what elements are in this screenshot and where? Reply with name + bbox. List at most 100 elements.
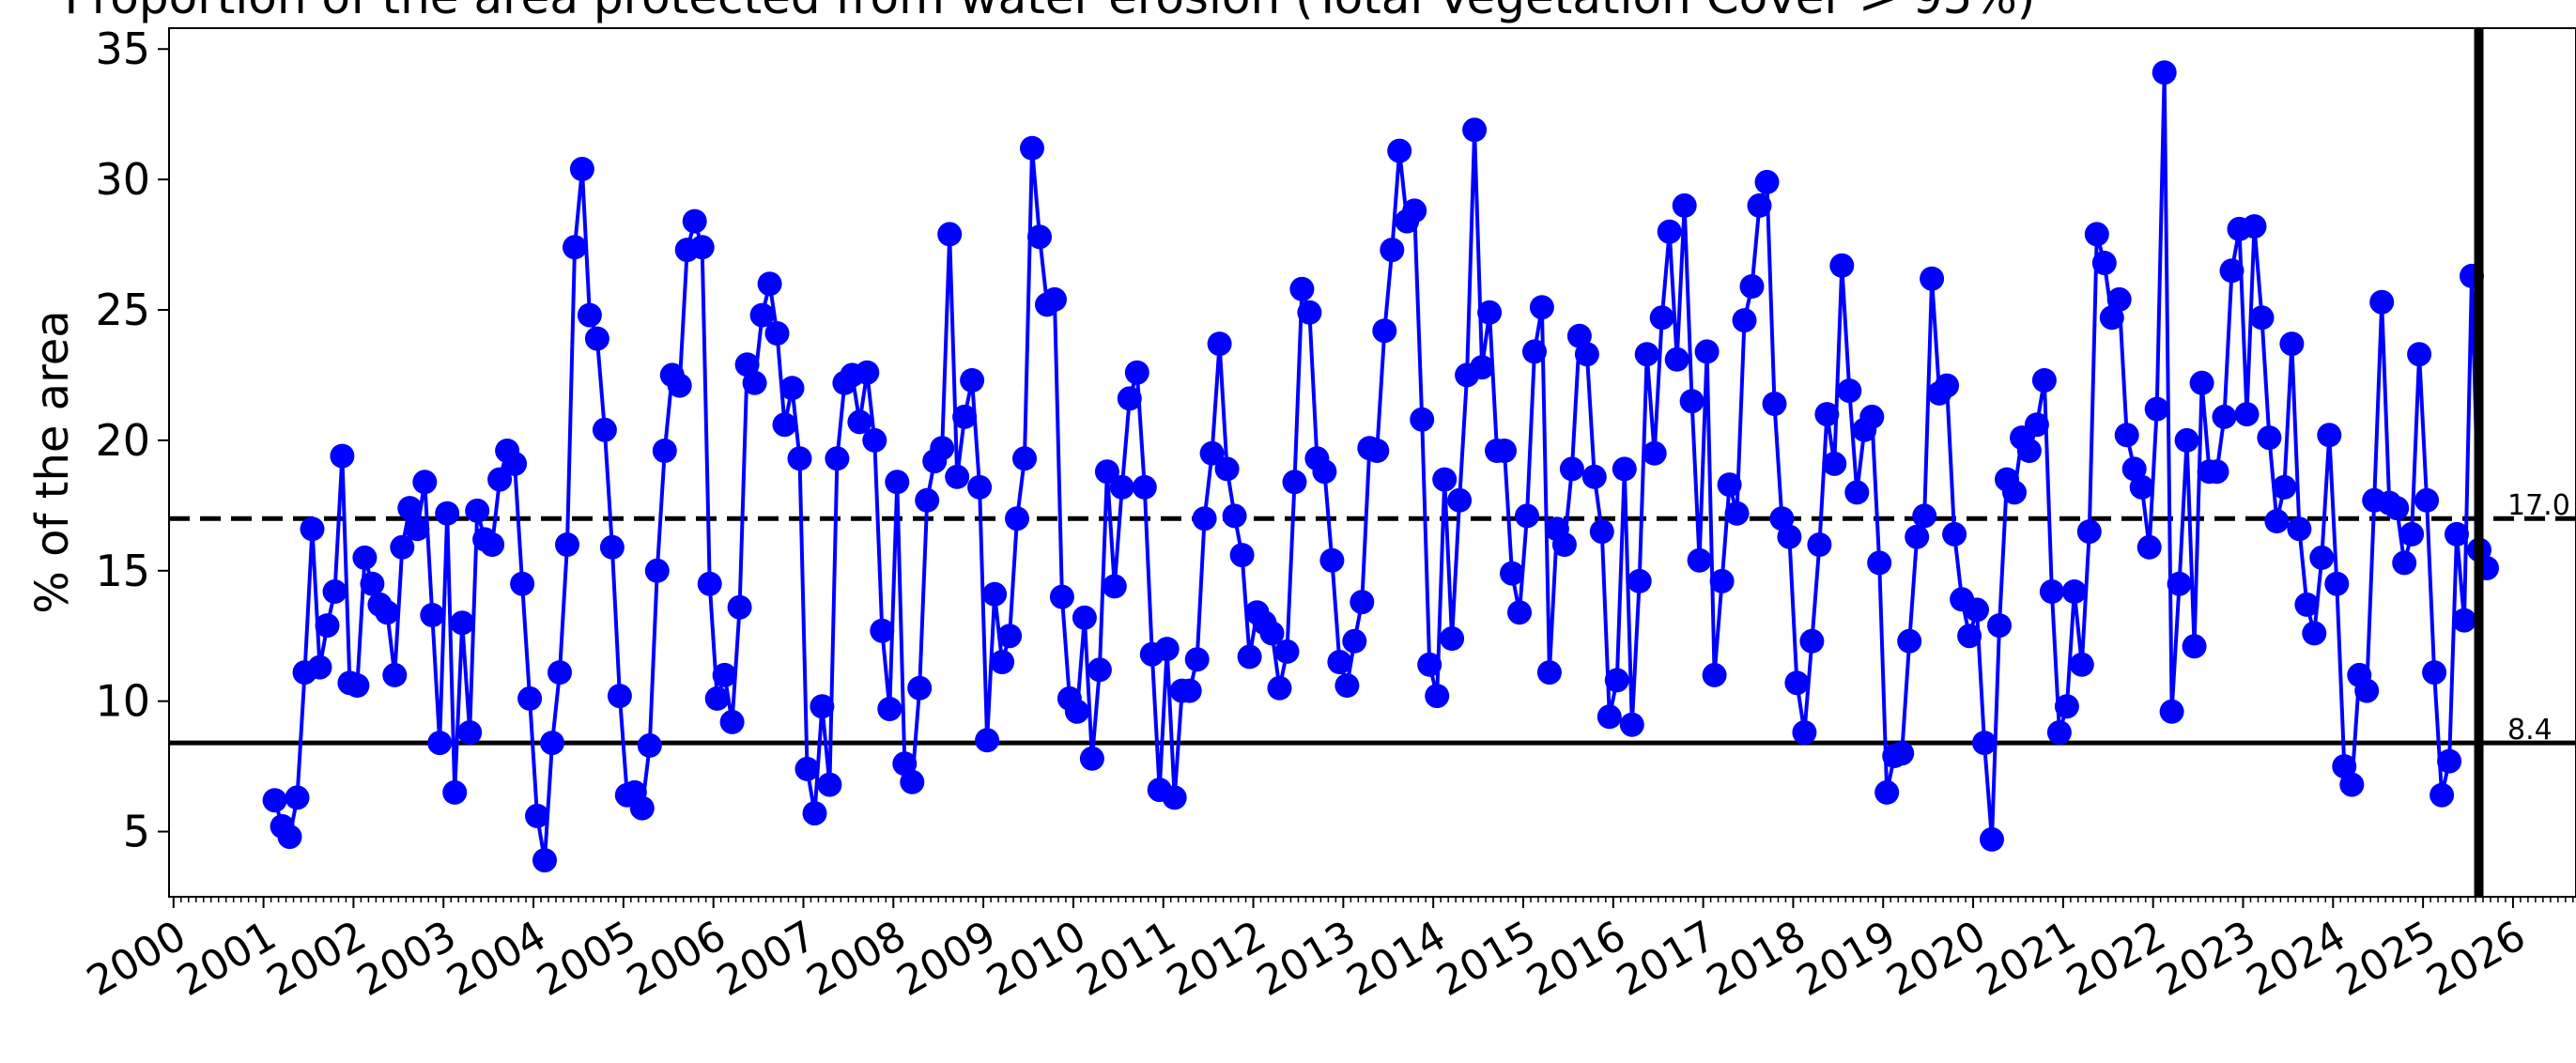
data-point	[2324, 571, 2350, 596]
data-point	[1551, 532, 1577, 557]
data-point	[945, 464, 970, 489]
data-point	[1372, 318, 1397, 344]
data-point	[2437, 748, 2462, 774]
data-point	[1274, 639, 1300, 664]
data-point	[794, 756, 820, 781]
data-point	[1109, 474, 1134, 500]
data-point	[1132, 474, 1157, 500]
data-point	[1012, 446, 1037, 471]
reference-line-label: 17.0	[2507, 489, 2570, 522]
data-point	[1072, 605, 1097, 630]
data-point	[607, 684, 632, 709]
data-point	[2114, 423, 2139, 448]
data-point	[1020, 135, 1044, 161]
data-point	[2264, 509, 2290, 533]
data-point	[1492, 439, 1517, 463]
y-tick-label: 25	[95, 285, 150, 335]
data-point	[749, 302, 775, 328]
data-point	[1536, 660, 1562, 686]
data-point	[1507, 600, 1532, 625]
data-point	[1342, 628, 1367, 654]
data-point	[2234, 402, 2260, 427]
data-point	[502, 451, 528, 476]
data-point	[1477, 300, 1503, 325]
data-point	[1905, 524, 1930, 549]
data-point	[2242, 214, 2267, 239]
data-point	[1784, 670, 1810, 696]
data-point	[2309, 545, 2335, 570]
data-point	[435, 501, 460, 526]
data-point	[1844, 480, 1870, 505]
y-axis-label: % of the area	[26, 310, 79, 613]
data-point	[2069, 652, 2094, 677]
data-point	[1807, 532, 1832, 557]
data-point	[1702, 662, 1727, 687]
data-point	[1589, 519, 1614, 545]
data-point	[2182, 634, 2207, 659]
data-point	[779, 376, 805, 401]
data-point	[285, 785, 310, 810]
data-point	[1717, 472, 1742, 498]
data-point	[382, 662, 408, 687]
data-point	[870, 618, 895, 643]
data-point	[592, 417, 617, 442]
data-point	[2399, 521, 2425, 547]
data-point	[2317, 423, 2342, 448]
data-point	[960, 368, 985, 393]
data-point	[930, 436, 955, 461]
plot-frame	[168, 27, 2576, 898]
data-point	[1777, 524, 1802, 549]
data-point	[397, 496, 423, 521]
data-point	[442, 779, 468, 805]
data-point	[487, 467, 513, 492]
data-point	[322, 579, 347, 604]
data-point	[1380, 238, 1405, 263]
data-point	[2031, 368, 2057, 393]
data-point	[1679, 389, 1704, 414]
data-point	[810, 694, 835, 719]
data-point	[2136, 534, 2162, 560]
data-point	[937, 222, 963, 247]
data-point	[1987, 613, 2012, 639]
axes	[168, 27, 2576, 898]
data-point	[540, 731, 564, 756]
data-point	[682, 208, 707, 234]
data-point	[802, 801, 827, 826]
data-point	[2219, 258, 2244, 284]
data-point	[2046, 720, 2072, 745]
data-point	[1199, 440, 1225, 466]
data-point	[480, 532, 505, 557]
data-point	[1102, 574, 1127, 599]
data-point	[345, 673, 370, 698]
data-point	[1387, 138, 1412, 163]
data-point	[1822, 451, 1847, 476]
x-tick-label: 2026	[2418, 912, 2533, 1006]
data-point	[1642, 440, 1667, 466]
data-point	[1581, 464, 1607, 489]
data-point	[1859, 404, 1885, 429]
data-point	[2429, 782, 2455, 808]
data-point	[457, 720, 483, 745]
data-point	[1769, 506, 1795, 532]
data-point	[1447, 487, 1473, 513]
data-point	[1192, 506, 1217, 532]
data-point	[855, 360, 880, 385]
data-point	[1792, 720, 1817, 745]
data-point	[1259, 621, 1285, 646]
data-point	[2287, 516, 2312, 542]
data-point	[2121, 456, 2147, 482]
data-point	[1837, 378, 1862, 404]
data-point	[2257, 425, 2282, 451]
data-point	[1237, 644, 1262, 670]
data-point	[1732, 308, 1757, 333]
data-point	[637, 732, 662, 758]
data-point	[885, 470, 910, 495]
data-point	[2249, 305, 2275, 331]
data-point	[787, 446, 812, 471]
data-point	[1829, 253, 1855, 278]
data-point	[907, 675, 933, 701]
data-point	[330, 443, 355, 469]
data-point	[2174, 427, 2199, 453]
y-tick-label: 15	[95, 546, 150, 596]
data-point	[817, 772, 842, 797]
